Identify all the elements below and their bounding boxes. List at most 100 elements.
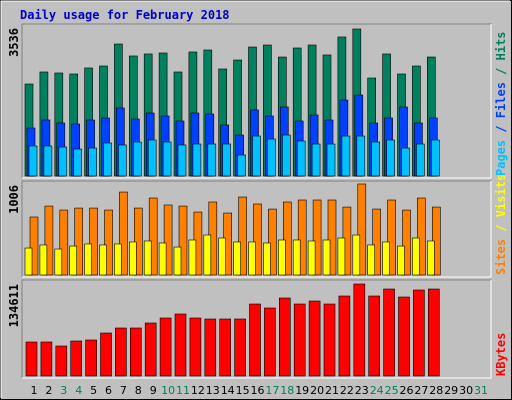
bar [267,138,276,177]
legend-separator: / [494,60,508,82]
bar [29,216,39,276]
x-tick-label: 30 [459,384,473,397]
y-tick-label: 134611 [7,284,21,327]
legend: Sites / Visits [494,174,508,275]
legend-entry: Pages [494,140,508,176]
bar [100,332,112,377]
bar [188,239,197,276]
bar [174,313,187,377]
bar [148,197,158,276]
bar [55,345,68,377]
bar [430,139,440,177]
bar [44,205,54,276]
bar [99,244,107,276]
bar [402,209,411,276]
bar [203,234,212,276]
bar [173,246,182,276]
panel-bevel [22,181,492,278]
bar [84,243,92,276]
y-tick-label: 3536 [7,28,21,57]
legend-entry: Hits [494,31,508,60]
bar [277,239,286,276]
bar [218,237,226,276]
x-tick-label: 23 [355,384,369,397]
x-tick-label: 27 [414,384,428,397]
bar [54,248,63,276]
x-tick-label: 11 [176,384,190,397]
bar [115,327,127,377]
bar [189,317,202,377]
x-tick-label: 4 [75,384,82,397]
bar [118,144,127,177]
bar [129,241,137,276]
bar [163,204,173,276]
bar [382,241,390,276]
bar [74,207,83,276]
bar [367,244,376,276]
bar [24,247,33,276]
x-tick-label: 8 [135,384,142,397]
bar [25,341,38,377]
bar [427,288,440,377]
bar [417,197,426,276]
bar [252,135,261,177]
bar [114,243,122,276]
bar [134,207,143,276]
x-tick-label: 22 [340,384,354,397]
bar [73,148,82,177]
x-tick-label: 3 [60,384,67,397]
bar [238,196,247,276]
bar [353,283,366,377]
x-tick-label: 18 [280,384,294,397]
bar [177,144,187,177]
bar [426,240,435,276]
bar [219,318,231,377]
bar [144,322,157,377]
x-tick-label: 28 [429,384,443,397]
bar [40,341,53,377]
bar [368,295,381,377]
bar [312,199,322,276]
x-tick-label: 12 [191,384,205,397]
x-tick-label: 31 [474,384,488,397]
legend-entry: Sites [494,239,508,275]
bar [104,209,113,276]
bar [233,241,241,276]
bar [356,135,366,177]
bar [130,327,142,377]
bar [397,245,405,276]
panel-bevel [22,280,492,379]
x-tick-label: 6 [105,384,112,397]
bar [147,139,157,177]
bar [322,239,331,276]
bar [341,135,351,177]
bar [337,237,346,276]
x-tick-label: 24 [370,384,384,397]
x-tick-label: 13 [206,384,220,397]
bar [249,303,261,377]
bar [307,240,316,276]
x-tick-label: 20 [310,384,324,397]
bar [296,140,306,177]
legend: Pages / Files / Hits [494,31,508,176]
bar [119,191,128,276]
x-tick-label: 29 [444,384,458,397]
bar [39,244,48,276]
legend-entry: KBytes [494,333,508,376]
bar [386,139,395,177]
bar [88,147,97,177]
bar [162,141,172,177]
bar [70,340,82,377]
bar [327,199,337,276]
x-tick-label: 26 [400,384,414,397]
bar [69,245,77,276]
bar [292,239,301,276]
x-tick-label: 14 [221,384,235,397]
bar [278,297,291,377]
bar [398,296,410,377]
panel-bevel [22,24,492,179]
y-tick-label: 1006 [7,185,21,214]
chart-title: Daily usage for February 2018 [20,8,230,22]
bar [237,154,246,177]
